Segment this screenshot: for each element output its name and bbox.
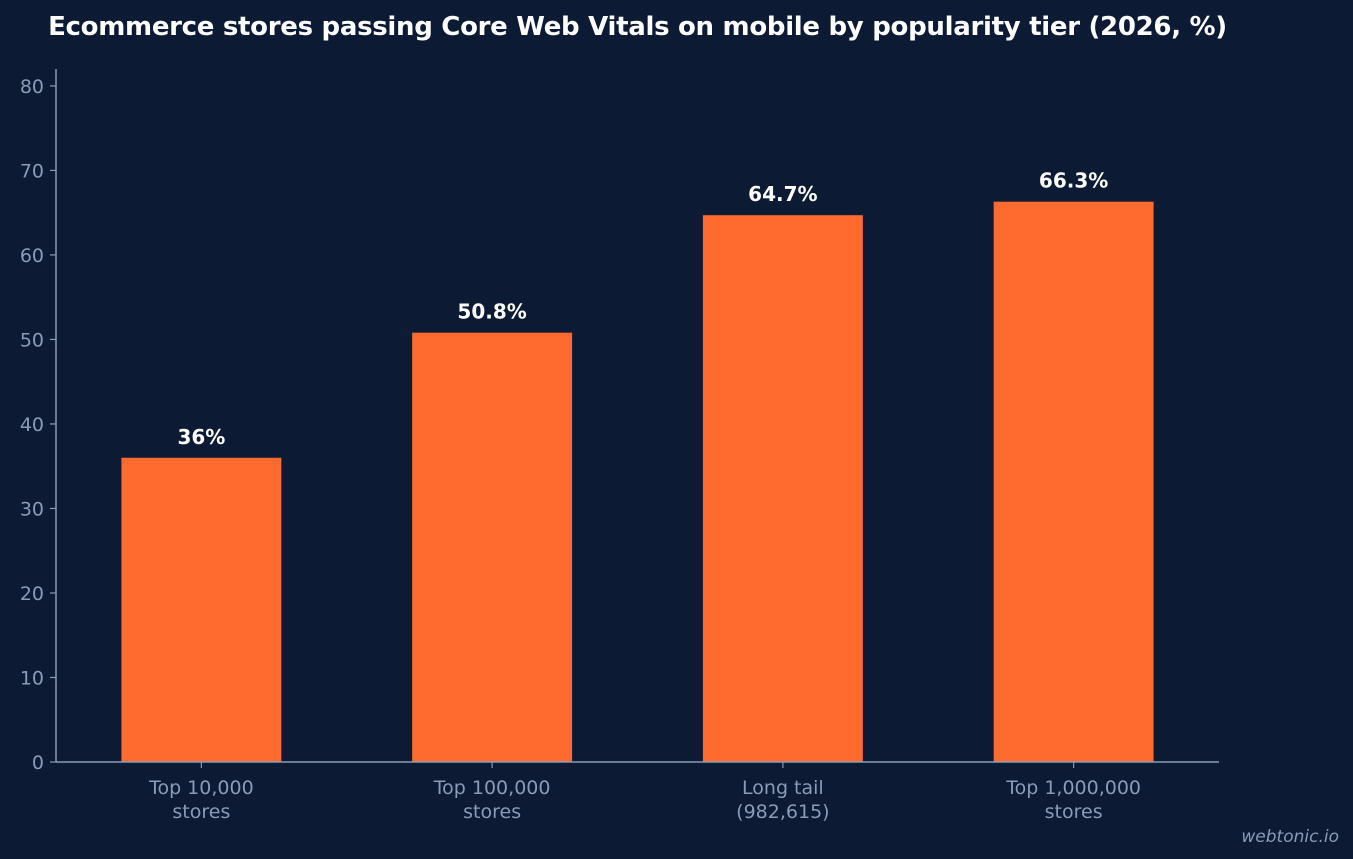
y-tick-label: 60 xyxy=(20,245,44,267)
x-tick-label-line: stores xyxy=(172,801,230,823)
y-tick-label: 40 xyxy=(20,414,44,436)
y-tick-label: 0 xyxy=(32,752,44,774)
x-tick-label-line: Long tail xyxy=(742,777,824,799)
y-tick-label: 80 xyxy=(20,76,44,98)
x-tick-label-line: Top 100,000 xyxy=(433,777,551,799)
x-tick-label: Top 1,000,000 stores xyxy=(1005,777,1141,823)
bar xyxy=(121,457,282,762)
chart-title: Ecommerce stores passing Core Web Vitals… xyxy=(48,12,1227,42)
x-tick-label-line: stores xyxy=(463,801,521,823)
bar-value-label: 50.8% xyxy=(457,300,526,324)
x-tick-label-line: Top 1,000,000 xyxy=(1005,777,1141,799)
y-tick-label: 10 xyxy=(20,667,44,689)
axes-layer: 0 10 20 30 40 50 60 70 80 xyxy=(20,69,1219,774)
y-tick-label: 20 xyxy=(20,583,44,605)
x-tick-label-line: stores xyxy=(1045,801,1103,823)
bar-value-label: 66.3% xyxy=(1039,169,1108,193)
bar-value-label: 64.7% xyxy=(748,182,817,206)
y-tick-label: 70 xyxy=(20,160,44,182)
y-tick-label: 30 xyxy=(20,498,44,520)
y-tick-label: 50 xyxy=(20,329,44,351)
x-tick-label: Top 10,000 stores xyxy=(148,777,254,823)
x-tick-label: Top 100,000 stores xyxy=(433,777,551,823)
watermark: webtonic.io xyxy=(1241,827,1339,847)
x-tick-label-line: (982,615) xyxy=(736,801,829,823)
bar xyxy=(412,332,573,762)
bars-layer xyxy=(121,201,1154,762)
x-tick-label: Long tail (982,615) xyxy=(736,777,829,823)
x-tick-label-line: Top 10,000 xyxy=(148,777,254,799)
bar xyxy=(993,201,1154,762)
bar-value-label: 36% xyxy=(177,425,225,449)
bar xyxy=(702,215,863,762)
